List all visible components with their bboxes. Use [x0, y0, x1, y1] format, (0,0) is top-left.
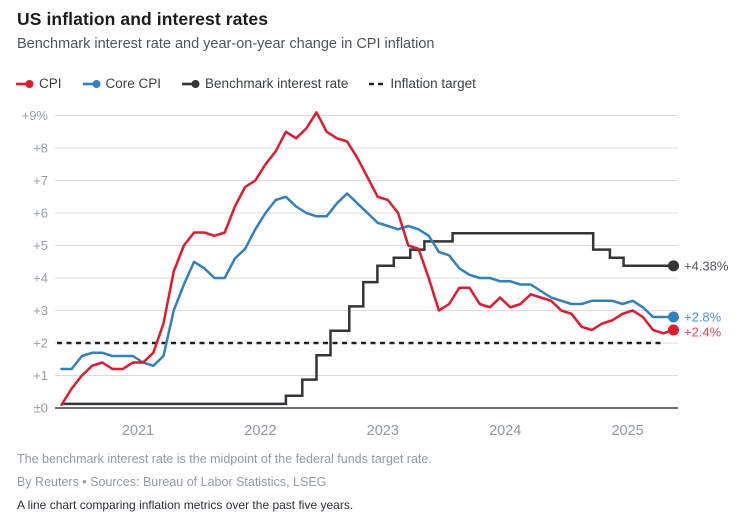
inflation-chart-svg: ±0 +1 +2 +3 +4 +5 +6 +7 +8 +9% 2021 2022 2023 2024 202… — [22, 108, 729, 439]
y-axis-tick-label: ±0 — [34, 401, 48, 416]
benchmark-line-dot-icon — [182, 79, 200, 88]
end-label-core-cpi: +2.8% — [684, 310, 722, 325]
y-axis-tick-label: +6 — [33, 206, 48, 221]
x-axis-tick-label: 2025 — [611, 423, 643, 439]
y-axis-tick-label: +4 — [33, 271, 48, 286]
end-label-benchmark: +4.38% — [684, 258, 729, 273]
y-axis-tick-label: +8 — [33, 141, 48, 156]
legend-item-benchmark-rate: Benchmark interest rate — [182, 76, 348, 91]
cpi-line — [60, 111, 675, 407]
end-label-cpi: +2.4% — [684, 325, 722, 340]
dashed-line-icon — [369, 82, 386, 85]
end-dot-cpi — [668, 324, 679, 336]
benchmark-rate-line — [61, 232, 674, 406]
core-cpi-line-dot-icon — [82, 79, 101, 88]
legend-label: CPI — [39, 76, 62, 91]
x-axis-tick-label: 2021 — [122, 423, 154, 439]
y-axis-tick-label: +1 — [33, 368, 48, 383]
chart-legend: CPI Core CPI Benchmark interest rate Inf… — [16, 76, 476, 91]
legend-item-core-cpi: Core CPI — [82, 76, 162, 91]
y-axis-tick-label: +2 — [33, 336, 48, 351]
y-axis-tick-label: +3 — [33, 303, 48, 318]
legend-item-cpi: CPI — [16, 76, 62, 91]
chart-area: ±0 +1 +2 +3 +4 +5 +6 +7 +8 +9% 2021 2022 2023 2024 202… — [0, 95, 754, 455]
x-axis-tick-label: 2022 — [244, 423, 276, 439]
x-axis-tick-label: 2024 — [489, 423, 521, 439]
y-axis-tick-label: +5 — [33, 238, 48, 253]
cpi-line-dot-icon — [16, 79, 34, 88]
end-dot-benchmark — [668, 260, 679, 272]
y-axis-tick-label: +9% — [22, 108, 49, 123]
legend-label: Inflation target — [390, 76, 476, 91]
chart-subtitle: Benchmark interest rate and year-on-year… — [17, 36, 435, 52]
core-cpi-line — [60, 192, 675, 371]
x-axis-tick-label: 2023 — [367, 423, 399, 439]
legend-label: Benchmark interest rate — [205, 76, 349, 91]
source-attribution: By Reuters • Sources: Bureau of Labor St… — [17, 475, 327, 489]
y-axis-tick-label: +7 — [33, 173, 48, 188]
page-title: US inflation and interest rates — [17, 9, 269, 29]
end-dot-core-cpi — [668, 311, 679, 323]
chart-footnote: The benchmark interest rate is the midpo… — [17, 452, 432, 466]
legend-label: Core CPI — [105, 76, 162, 91]
alt-text-caption: A line chart comparing inflation metrics… — [17, 498, 354, 512]
legend-item-inflation-target: Inflation target — [369, 76, 476, 91]
